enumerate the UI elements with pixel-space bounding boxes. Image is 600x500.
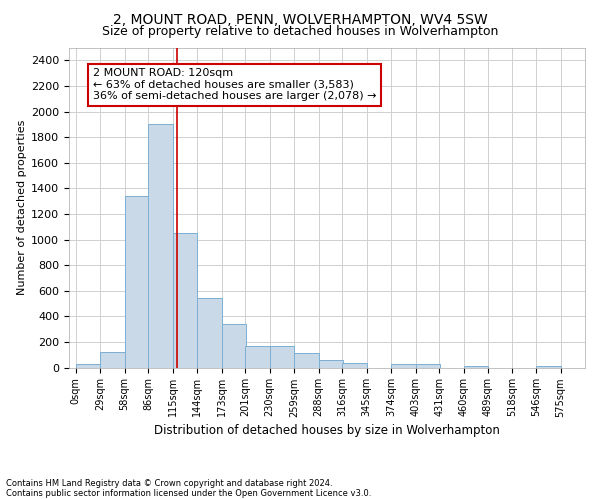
Text: Contains HM Land Registry data © Crown copyright and database right 2024.: Contains HM Land Registry data © Crown c… — [6, 478, 332, 488]
Bar — [464, 366, 488, 368]
Bar — [221, 324, 246, 368]
Bar — [391, 364, 416, 368]
Bar — [173, 233, 197, 368]
Bar — [125, 196, 149, 368]
Text: 2, MOUNT ROAD, PENN, WOLVERHAMPTON, WV4 5SW: 2, MOUNT ROAD, PENN, WOLVERHAMPTON, WV4 … — [113, 12, 487, 26]
Bar — [100, 352, 125, 368]
Bar — [197, 298, 221, 368]
Text: 2 MOUNT ROAD: 120sqm
← 63% of detached houses are smaller (3,583)
36% of semi-de: 2 MOUNT ROAD: 120sqm ← 63% of detached h… — [92, 68, 376, 101]
Bar — [76, 364, 100, 368]
Bar — [245, 346, 269, 368]
Bar — [148, 124, 173, 368]
Bar — [342, 363, 367, 368]
Text: Size of property relative to detached houses in Wolverhampton: Size of property relative to detached ho… — [102, 25, 498, 38]
Bar — [269, 346, 294, 368]
Bar — [319, 360, 343, 368]
Bar — [536, 366, 560, 368]
Text: Contains public sector information licensed under the Open Government Licence v3: Contains public sector information licen… — [6, 488, 371, 498]
Bar — [294, 354, 319, 368]
X-axis label: Distribution of detached houses by size in Wolverhampton: Distribution of detached houses by size … — [154, 424, 500, 436]
Y-axis label: Number of detached properties: Number of detached properties — [17, 120, 27, 295]
Bar — [416, 364, 440, 368]
